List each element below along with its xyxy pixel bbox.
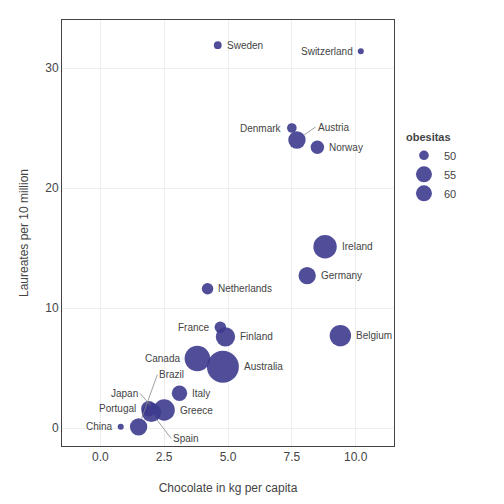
svg-text:Belgium: Belgium xyxy=(356,330,392,341)
svg-text:Sweden: Sweden xyxy=(227,40,263,51)
svg-text:obesitas: obesitas xyxy=(406,131,451,143)
svg-text:France: France xyxy=(178,322,210,333)
svg-text:Brazil: Brazil xyxy=(159,369,184,380)
svg-text:Portugal: Portugal xyxy=(99,403,136,414)
svg-text:Finland: Finland xyxy=(240,331,273,342)
svg-text:Greece: Greece xyxy=(180,405,213,416)
svg-text:2.5: 2.5 xyxy=(156,450,173,464)
svg-text:Japan: Japan xyxy=(111,388,138,399)
svg-text:Norway: Norway xyxy=(329,142,363,153)
svg-text:0: 0 xyxy=(52,421,59,435)
svg-text:Switzerland: Switzerland xyxy=(301,46,353,57)
svg-text:7.5: 7.5 xyxy=(284,450,301,464)
svg-text:Laureates per 10 million: Laureates per 10 million xyxy=(17,169,31,297)
svg-text:55: 55 xyxy=(444,169,456,181)
svg-text:50: 50 xyxy=(444,150,456,162)
svg-text:0.0: 0.0 xyxy=(92,450,109,464)
svg-text:Netherlands: Netherlands xyxy=(218,283,272,294)
svg-text:Austria: Austria xyxy=(318,122,350,133)
svg-text:20: 20 xyxy=(45,181,59,195)
svg-text:Chocolate in kg per capita: Chocolate in kg per capita xyxy=(159,481,298,495)
svg-text:60: 60 xyxy=(444,188,456,200)
svg-text:Germany: Germany xyxy=(321,270,362,281)
svg-text:5.0: 5.0 xyxy=(220,450,237,464)
svg-text:Australia: Australia xyxy=(244,361,283,372)
svg-text:Ireland: Ireland xyxy=(342,241,373,252)
svg-text:10.0: 10.0 xyxy=(344,450,368,464)
svg-text:Italy: Italy xyxy=(192,388,210,399)
svg-text:Canada: Canada xyxy=(145,353,180,364)
svg-text:Spain: Spain xyxy=(173,433,199,444)
svg-text:30: 30 xyxy=(45,61,59,75)
svg-text:10: 10 xyxy=(45,301,59,315)
svg-text:Denmark: Denmark xyxy=(240,123,282,134)
svg-text:China: China xyxy=(86,421,113,432)
